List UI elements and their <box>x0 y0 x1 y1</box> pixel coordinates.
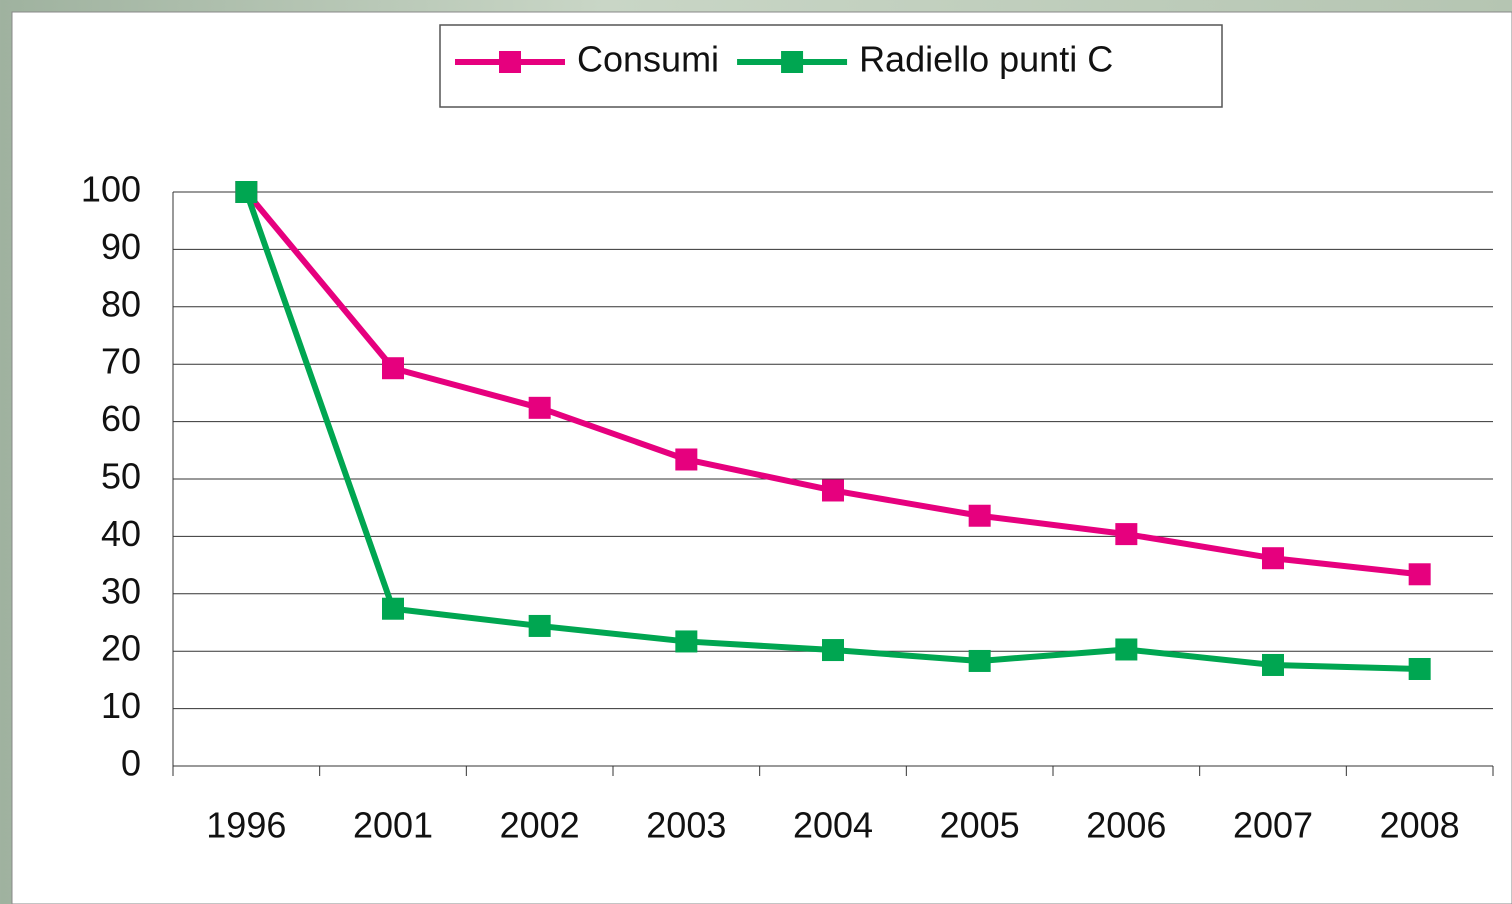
point-marker <box>235 181 258 203</box>
x-tick-label: 2004 <box>793 805 873 846</box>
point-marker <box>822 479 844 502</box>
x-tick-label: 2007 <box>1233 805 1313 846</box>
y-tick-label: 30 <box>101 570 141 611</box>
y-tick-label: 10 <box>101 685 141 726</box>
y-tick-label: 40 <box>101 513 141 554</box>
x-tick-label: 2003 <box>646 805 726 846</box>
x-tick-label: 2006 <box>1086 805 1166 846</box>
point-marker <box>382 597 404 620</box>
legend-label: Radiello punti C <box>859 39 1113 80</box>
legend-box <box>439 24 1223 108</box>
y-tick-label: 70 <box>101 341 141 382</box>
y-tick-label: 0 <box>121 743 141 784</box>
point-marker <box>1115 523 1138 546</box>
point-marker <box>382 357 404 380</box>
point-marker <box>1262 547 1284 570</box>
point-marker <box>528 396 551 419</box>
legend: Consumi Radiello punti C <box>439 24 1223 108</box>
point-marker <box>1262 653 1284 676</box>
x-tick-label: 2001 <box>353 805 433 846</box>
y-tick-label: 60 <box>101 398 141 439</box>
point-marker <box>1408 657 1431 680</box>
point-marker <box>528 614 551 637</box>
legend-marker <box>499 51 521 73</box>
point-marker <box>968 649 991 672</box>
y-tick-label: 90 <box>101 226 141 267</box>
y-tick-label: 50 <box>101 456 141 497</box>
x-tick-label: 2008 <box>1380 805 1460 846</box>
y-tick-label: 80 <box>101 283 141 324</box>
y-tick-label: 20 <box>101 628 141 669</box>
chart-area <box>11 11 1512 904</box>
legend-label: Consumi <box>577 39 719 80</box>
point-marker <box>968 504 991 527</box>
point-marker <box>822 639 844 662</box>
point-marker <box>1115 638 1138 661</box>
x-tick-label: 2005 <box>940 805 1020 846</box>
x-tick-label: 1996 <box>206 805 286 846</box>
point-marker <box>675 630 698 653</box>
legend-marker <box>781 51 804 73</box>
x-tick-label: 2002 <box>500 805 580 846</box>
point-marker <box>675 448 698 471</box>
point-marker <box>1408 563 1431 586</box>
y-tick-label: 100 <box>81 169 141 210</box>
